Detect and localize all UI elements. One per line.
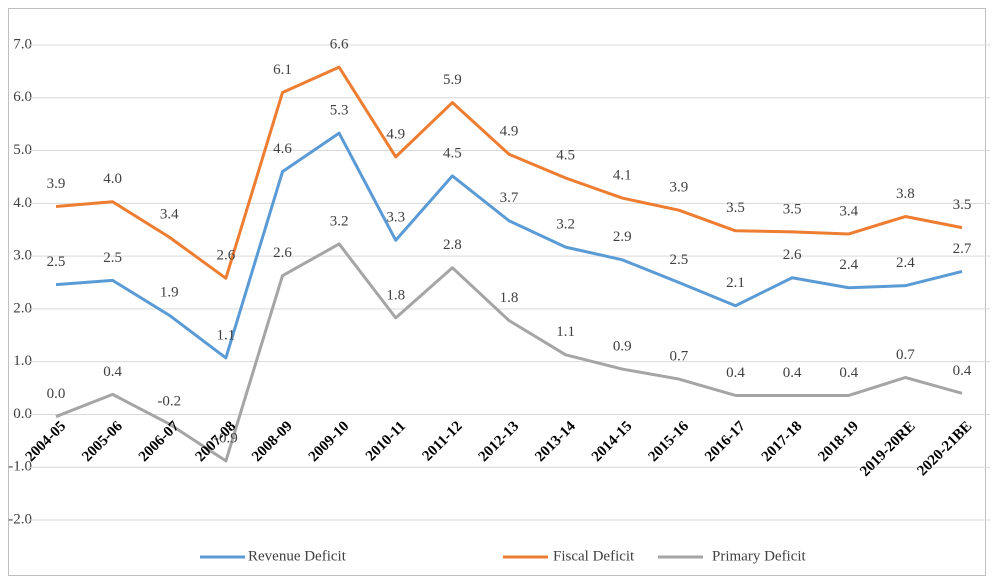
data-label: 0.7 [670, 349, 689, 365]
data-label: 6.6 [330, 37, 349, 53]
y-tick-label: -1.0 [8, 459, 32, 475]
data-label: 1.8 [386, 287, 405, 303]
y-tick-label: 4.0 [13, 195, 32, 211]
series-line [55, 65, 963, 280]
data-label: -0.9 [214, 430, 238, 446]
series-line [55, 242, 963, 463]
data-label: 3.9 [47, 176, 66, 192]
data-label: 4.9 [386, 126, 405, 142]
data-label: 3.8 [896, 186, 915, 202]
data-label: 4.5 [443, 145, 462, 161]
y-tick-label: -2.0 [8, 511, 32, 527]
data-label: 2.1 [726, 275, 745, 291]
legend-label: Revenue Deficit [248, 548, 347, 564]
data-label: 2.6 [217, 248, 236, 264]
chart-border [8, 8, 986, 576]
data-label: 3.4 [160, 207, 179, 223]
data-label: 2.5 [670, 252, 689, 268]
legend-label: Primary Deficit [712, 548, 807, 564]
y-tick-label: 1.0 [13, 353, 32, 369]
data-label: -0.2 [157, 393, 181, 409]
data-label: 3.5 [726, 200, 745, 216]
y-tick-label: 0.0 [13, 406, 32, 422]
data-label: 3.2 [330, 213, 349, 229]
data-label: 1.1 [217, 327, 236, 343]
data-label: 3.7 [500, 190, 519, 206]
data-label: 2.4 [896, 255, 915, 271]
data-label: 0.4 [783, 365, 802, 381]
data-label: 2.5 [103, 250, 122, 266]
data-label: 4.1 [613, 167, 632, 183]
data-label: 0.9 [613, 338, 632, 354]
y-tick-label: 5.0 [13, 142, 32, 158]
data-label: 0.4 [839, 365, 858, 381]
data-label: 1.9 [160, 285, 179, 301]
data-label: 4.5 [556, 147, 575, 163]
data-label: 6.1 [273, 62, 292, 78]
data-label: 0.4 [953, 363, 972, 379]
data-label: 1.1 [556, 324, 575, 340]
data-label: 5.9 [443, 72, 462, 88]
data-label: 2.7 [953, 241, 972, 257]
data-label: 4.6 [273, 141, 292, 157]
data-label: 5.3 [330, 103, 349, 119]
data-label: 3.5 [953, 197, 972, 213]
data-label: 2.9 [613, 229, 632, 245]
data-label: 2.6 [273, 245, 292, 261]
data-label: 3.3 [386, 210, 405, 226]
data-label: 3.2 [556, 217, 575, 233]
data-label: 2.6 [783, 247, 802, 263]
y-tick-label: 2.0 [13, 300, 32, 316]
data-label: 2.5 [47, 254, 66, 270]
data-label: 3.5 [783, 201, 802, 217]
data-label: 2.4 [839, 257, 858, 273]
y-tick-label: 7.0 [13, 36, 32, 52]
data-label: 4.9 [500, 124, 519, 140]
y-tick-label: 3.0 [13, 248, 32, 264]
y-tick-label: 6.0 [13, 89, 32, 105]
data-label: 4.0 [103, 171, 122, 187]
data-label: 2.8 [443, 237, 462, 253]
data-label: 0.7 [896, 347, 915, 363]
data-label: 1.8 [500, 290, 519, 306]
data-label: 0.0 [47, 386, 66, 402]
legend-label: Fiscal Deficit [553, 548, 635, 564]
series-line [55, 131, 963, 360]
data-label: 0.4 [103, 364, 122, 380]
data-label: 3.9 [670, 180, 689, 196]
data-label: 3.4 [839, 203, 858, 219]
data-label: 0.4 [726, 365, 745, 381]
